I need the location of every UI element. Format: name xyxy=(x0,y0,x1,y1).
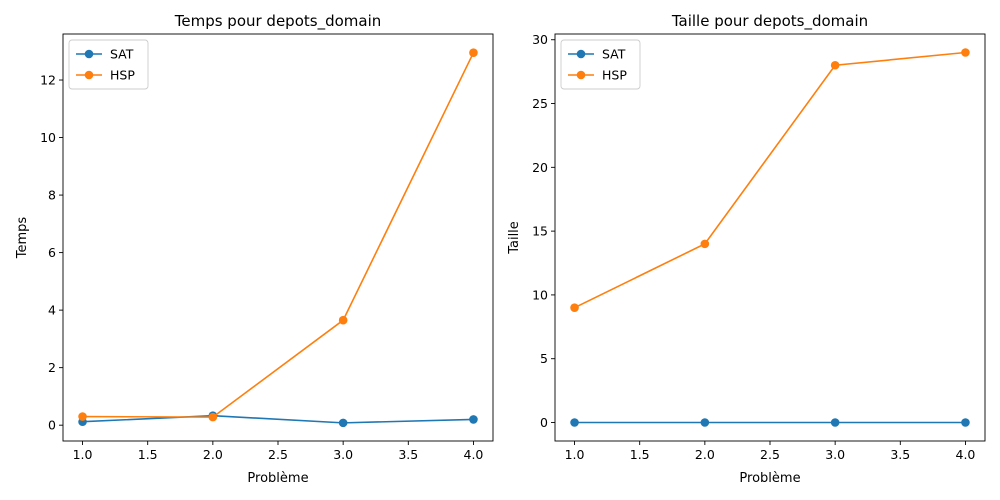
legend-marker-hsp xyxy=(576,70,586,80)
y-tick-label: 8 xyxy=(48,188,56,203)
data-point-hsp xyxy=(208,412,218,422)
y-tick-label: 0 xyxy=(540,415,548,430)
x-tick-label: 3.0 xyxy=(825,447,845,462)
chart-panel-2: Taille pour depots_domain 1.0 1.5 2.0 2.5 3.0… xyxy=(507,12,986,486)
legend-marker-sat xyxy=(576,49,586,59)
x-tick-label: 1.5 xyxy=(138,447,158,462)
data-point-sat xyxy=(961,418,970,427)
data-point-sat xyxy=(700,418,710,427)
series-sat xyxy=(570,418,970,427)
y-tick-label: 12 xyxy=(40,73,56,88)
data-point-hsp xyxy=(830,60,840,70)
chart-panel-1: Temps pour depots_domain 1.0 1.5 2.0 2.5 3.0 3… xyxy=(15,12,494,486)
x-tick-label: 1.0 xyxy=(73,447,93,462)
legend-box xyxy=(68,39,149,90)
data-point-sat xyxy=(830,418,840,427)
series-line-hsp xyxy=(82,52,475,418)
x-tick-label: 2.5 xyxy=(760,447,780,462)
y-axis-label: Temps xyxy=(15,217,30,260)
series-line-hsp xyxy=(574,51,966,309)
y-tick-label: 20 xyxy=(532,160,548,175)
y-tick-label: 5 xyxy=(540,351,548,366)
x-tick-label: 2.0 xyxy=(695,447,715,462)
series-hsp xyxy=(78,48,478,422)
legend-label-sat: SAT xyxy=(110,47,134,62)
x-tick-label: 4.0 xyxy=(956,447,976,462)
chart-title: Temps pour depots_domain xyxy=(174,12,382,31)
series-line-sat xyxy=(82,414,474,424)
plot-frame xyxy=(62,33,494,442)
data-point-hsp xyxy=(961,48,970,57)
x-tick-label: 2.0 xyxy=(203,447,223,462)
y-tick-label: 10 xyxy=(532,287,548,302)
plot-frame xyxy=(554,33,986,442)
legend: SAT HSP xyxy=(68,39,149,90)
x-tick-label: 1.0 xyxy=(565,447,585,462)
legend-marker-sat xyxy=(84,49,94,59)
y-tick-label: 6 xyxy=(48,245,56,260)
legend-label-sat: SAT xyxy=(602,47,626,62)
data-point-hsp xyxy=(469,48,478,57)
x-tick-label: 1.5 xyxy=(630,447,650,462)
legend-marker-hsp xyxy=(84,70,94,80)
data-point-hsp xyxy=(338,315,348,325)
x-tick-label: 2.5 xyxy=(268,447,288,462)
data-point-hsp xyxy=(78,412,87,421)
data-point-sat xyxy=(570,418,579,427)
x-tick-label: 3.5 xyxy=(398,447,418,462)
series-hsp xyxy=(570,48,970,312)
data-point-sat xyxy=(338,418,348,428)
y-tick-label: 15 xyxy=(532,224,548,239)
data-point-hsp xyxy=(700,239,710,249)
y-axis-label: Taille xyxy=(507,221,522,255)
y-tick-label: 4 xyxy=(48,303,56,318)
x-tick-label: 3.0 xyxy=(333,447,353,462)
legend-label-hsp: HSP xyxy=(602,68,627,83)
x-tick-label: 4.0 xyxy=(464,447,484,462)
legend-box xyxy=(560,39,641,90)
legend: SAT HSP xyxy=(560,39,641,90)
x-axis-label: Problème xyxy=(247,471,308,486)
y-tick-label: 2 xyxy=(48,360,56,375)
data-point-hsp xyxy=(570,303,579,312)
data-point-sat xyxy=(469,415,478,424)
x-axis-label: Problème xyxy=(739,471,800,486)
y-tick-label: 10 xyxy=(40,130,56,145)
x-tick-label: 3.5 xyxy=(890,447,910,462)
y-tick-label: 30 xyxy=(532,32,548,47)
y-tick-label: 25 xyxy=(532,96,548,111)
legend-label-hsp: HSP xyxy=(110,68,135,83)
chart-title: Taille pour depots_domain xyxy=(671,12,868,31)
y-tick-label: 0 xyxy=(48,418,56,433)
